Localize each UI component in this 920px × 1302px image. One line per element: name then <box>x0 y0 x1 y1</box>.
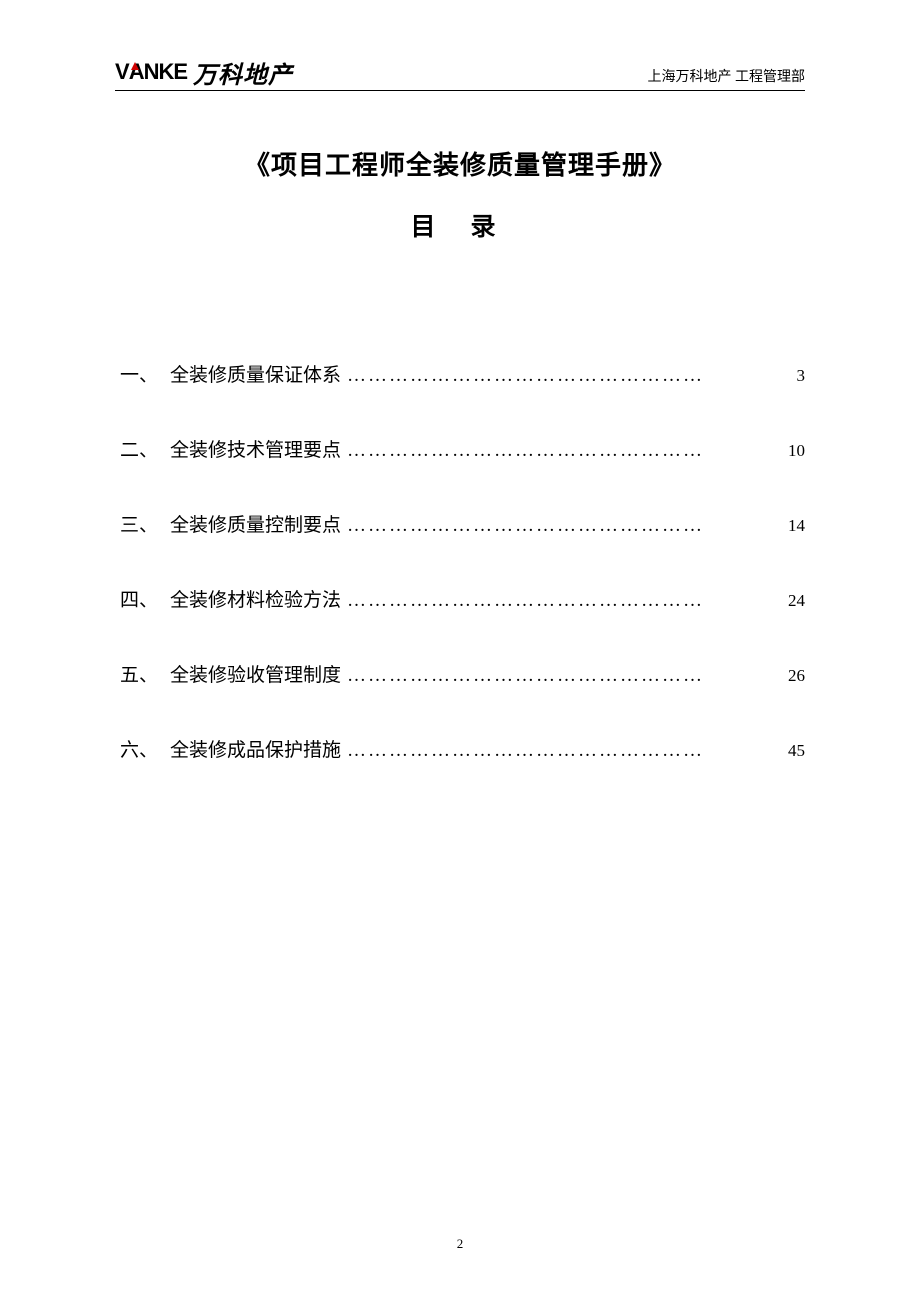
toc-heading: 目 录 <box>0 207 920 243</box>
toc-list: 一、 全装修质量保证体系 …………………………………………… 3 二、 全装修技… <box>120 360 805 810</box>
toc-item-title: 全装修材料检验方法 <box>170 585 341 612</box>
toc-item: 一、 全装修质量保证体系 …………………………………………… 3 <box>120 360 805 387</box>
toc-item-title: 全装修成品保护措施 <box>170 735 341 762</box>
logo-chinese: 万科地产 <box>193 55 293 90</box>
toc-item-page: 3 <box>777 366 805 386</box>
toc-item-title: 全装修质量控制要点 <box>170 510 341 537</box>
toc-item-dots: …………………………………………… <box>341 515 777 537</box>
toc-item-page: 26 <box>777 666 805 686</box>
toc-item-number: 四、 <box>120 585 170 612</box>
toc-item-number: 二、 <box>120 435 170 462</box>
logo-english: VANKE <box>115 59 187 85</box>
toc-item-title: 全装修技术管理要点 <box>170 435 341 462</box>
toc-item-title: 全装修质量保证体系 <box>170 360 341 387</box>
toc-item-page: 10 <box>777 441 805 461</box>
toc-item-dots: …………………………………………… <box>341 665 777 687</box>
toc-item-dots: …………………………………………… <box>341 365 777 387</box>
toc-item-dots: …………………………………………… <box>341 590 777 612</box>
page-number: 2 <box>0 1236 920 1252</box>
toc-item-dots: …………………………………………… <box>341 440 777 462</box>
toc-item: 三、 全装修质量控制要点 …………………………………………… 14 <box>120 510 805 537</box>
document-title: 《项目工程师全装修质量管理手册》 <box>0 145 920 182</box>
toc-item-dots: …………………………………………… <box>341 740 777 762</box>
page-header: VANKE 万科地产 上海万科地产 工程管理部 <box>115 58 805 91</box>
toc-item-number: 五、 <box>120 660 170 687</box>
toc-item-number: 一、 <box>120 360 170 387</box>
logo: VANKE 万科地产 <box>115 58 293 86</box>
toc-item-page: 45 <box>777 741 805 761</box>
toc-item: 五、 全装修验收管理制度 …………………………………………… 26 <box>120 660 805 687</box>
toc-item-number: 三、 <box>120 510 170 537</box>
toc-item-page: 14 <box>777 516 805 536</box>
toc-item-page: 24 <box>777 591 805 611</box>
toc-item: 四、 全装修材料检验方法 …………………………………………… 24 <box>120 585 805 612</box>
toc-item-title: 全装修验收管理制度 <box>170 660 341 687</box>
toc-item: 二、 全装修技术管理要点 …………………………………………… 10 <box>120 435 805 462</box>
header-department: 上海万科地产 工程管理部 <box>648 66 806 86</box>
toc-item: 六、 全装修成品保护措施 …………………………………………… 45 <box>120 735 805 762</box>
toc-item-number: 六、 <box>120 735 170 762</box>
